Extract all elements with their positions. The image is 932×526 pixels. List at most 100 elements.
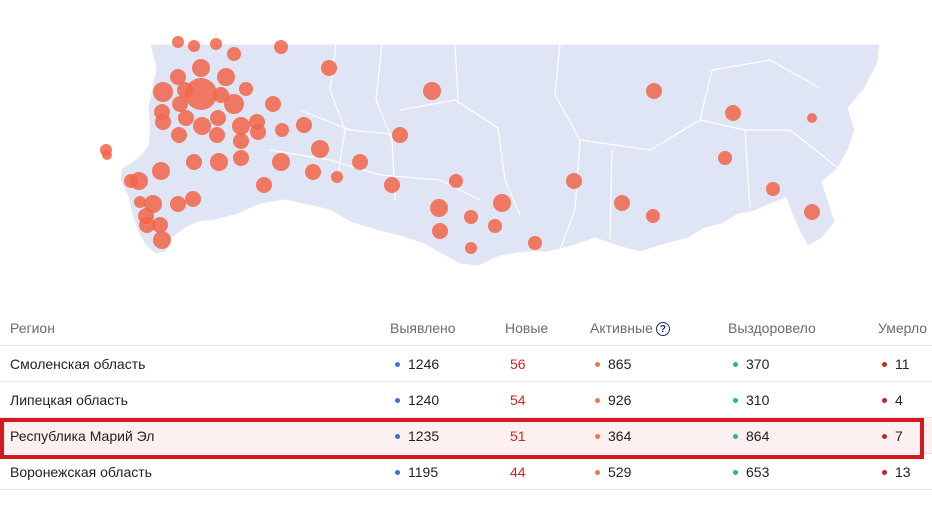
region-bubble[interactable] xyxy=(432,223,448,239)
died-dot-icon xyxy=(882,434,887,439)
region-bubble[interactable] xyxy=(170,196,186,212)
region-name: Липецкая область xyxy=(10,392,128,408)
region-bubble[interactable] xyxy=(331,171,343,183)
region-bubble[interactable] xyxy=(217,68,235,86)
region-bubble[interactable] xyxy=(250,124,266,140)
region-bubble[interactable] xyxy=(807,113,817,123)
region-bubble[interactable] xyxy=(153,82,173,102)
region-bubble[interactable] xyxy=(352,154,368,170)
region-bubble[interactable] xyxy=(528,236,542,250)
region-bubble[interactable] xyxy=(766,182,780,196)
region-bubble[interactable] xyxy=(171,127,187,143)
region-bubble[interactable] xyxy=(185,78,217,110)
region-bubble[interactable] xyxy=(178,110,194,126)
region-bubble[interactable] xyxy=(566,173,582,189)
header-detected[interactable]: Выявлено xyxy=(390,320,456,336)
header-recovered[interactable]: Выздоровело xyxy=(728,320,816,336)
region-bubble[interactable] xyxy=(193,117,211,135)
region-bubble[interactable] xyxy=(488,219,502,233)
recovered-value: 370 xyxy=(746,356,770,372)
table-row[interactable]: Липецкая область 1240 54 926 310 4 xyxy=(0,382,932,418)
header-active-label: Активные xyxy=(590,320,653,336)
region-bubble[interactable] xyxy=(430,199,448,217)
region-bubble[interactable] xyxy=(139,217,155,233)
header-died[interactable]: Умерло xyxy=(878,320,928,336)
active-value: 364 xyxy=(608,428,632,444)
detected-dot-icon xyxy=(395,398,400,403)
region-bubble[interactable] xyxy=(172,36,184,48)
detected-value: 1195 xyxy=(408,464,439,480)
help-icon[interactable]: ? xyxy=(655,322,670,336)
region-bubble[interactable] xyxy=(804,204,820,220)
region-bubble[interactable] xyxy=(172,96,188,112)
region-bubble[interactable] xyxy=(210,153,228,171)
region-bubble[interactable] xyxy=(209,127,225,143)
new-value: 44 xyxy=(510,464,526,480)
region-bubble[interactable] xyxy=(155,114,171,130)
region-bubble[interactable] xyxy=(134,196,146,208)
region-bubble[interactable] xyxy=(321,60,337,76)
region-bubble[interactable] xyxy=(275,123,289,137)
table-row[interactable]: Смоленская область 1246 56 865 370 11 xyxy=(0,346,932,382)
header-active[interactable]: Активные? xyxy=(590,320,670,336)
region-bubble[interactable] xyxy=(186,154,202,170)
region-bubble[interactable] xyxy=(152,162,170,180)
region-bubble[interactable] xyxy=(153,231,171,249)
region-bubble[interactable] xyxy=(265,96,281,112)
detected-value: 1246 xyxy=(408,356,440,372)
recovered-dot-icon xyxy=(733,398,738,403)
region-bubble[interactable] xyxy=(233,150,249,166)
region-bubble[interactable] xyxy=(718,151,732,165)
region-bubble[interactable] xyxy=(725,105,741,121)
russia-map xyxy=(100,36,881,267)
region-bubble[interactable] xyxy=(311,140,329,158)
region-bubble[interactable] xyxy=(170,69,186,85)
new-value: 51 xyxy=(510,428,526,444)
region-bubble[interactable] xyxy=(423,82,441,100)
region-bubble[interactable] xyxy=(130,172,148,190)
region-bubble[interactable] xyxy=(256,177,272,193)
region-name: Воронежская область xyxy=(10,464,152,480)
region-bubble[interactable] xyxy=(152,217,168,233)
region-bubble[interactable] xyxy=(646,209,660,223)
active-dot-icon xyxy=(595,398,600,403)
region-bubble[interactable] xyxy=(232,117,250,135)
region-bubble[interactable] xyxy=(227,47,241,61)
region-bubble[interactable] xyxy=(465,242,477,254)
region-bubble[interactable] xyxy=(274,40,288,54)
region-bubble[interactable] xyxy=(210,38,222,50)
region-borders xyxy=(269,43,839,251)
region-bubble[interactable] xyxy=(614,195,630,211)
header-new[interactable]: Новые xyxy=(505,320,549,336)
header-region[interactable]: Регион xyxy=(10,320,55,336)
map-land xyxy=(119,43,881,267)
detected-value: 1240 xyxy=(408,392,440,408)
new-value: 56 xyxy=(510,356,526,372)
region-bubble[interactable] xyxy=(102,150,112,160)
died-value: 7 xyxy=(895,428,903,444)
detected-dot-icon xyxy=(395,470,400,475)
died-dot-icon xyxy=(882,362,887,367)
region-bubble[interactable] xyxy=(392,127,408,143)
region-bubble[interactable] xyxy=(384,177,400,193)
region-bubble[interactable] xyxy=(188,40,200,52)
region-bubble[interactable] xyxy=(272,153,290,171)
case-bubbles xyxy=(100,36,820,254)
region-bubble[interactable] xyxy=(449,174,463,188)
region-bubble[interactable] xyxy=(239,82,253,96)
region-bubble[interactable] xyxy=(233,133,249,149)
region-name: Республика Марий Эл xyxy=(10,428,155,444)
region-bubble[interactable] xyxy=(464,210,478,224)
region-bubble[interactable] xyxy=(646,83,662,99)
table-row-highlighted[interactable]: Республика Марий Эл 1235 51 364 864 7 xyxy=(0,418,932,454)
region-bubble[interactable] xyxy=(224,94,244,114)
region-bubble[interactable] xyxy=(305,164,321,180)
table-row[interactable]: Воронежская область 1195 44 529 653 13 xyxy=(0,454,932,490)
region-bubble[interactable] xyxy=(213,87,229,103)
region-bubble[interactable] xyxy=(296,117,312,133)
region-bubble[interactable] xyxy=(192,59,210,77)
region-bubble[interactable] xyxy=(493,194,511,212)
region-bubble[interactable] xyxy=(210,110,226,126)
table-header: Регион Выявлено Новые Активные? Выздоров… xyxy=(0,312,932,346)
region-bubble[interactable] xyxy=(185,191,201,207)
